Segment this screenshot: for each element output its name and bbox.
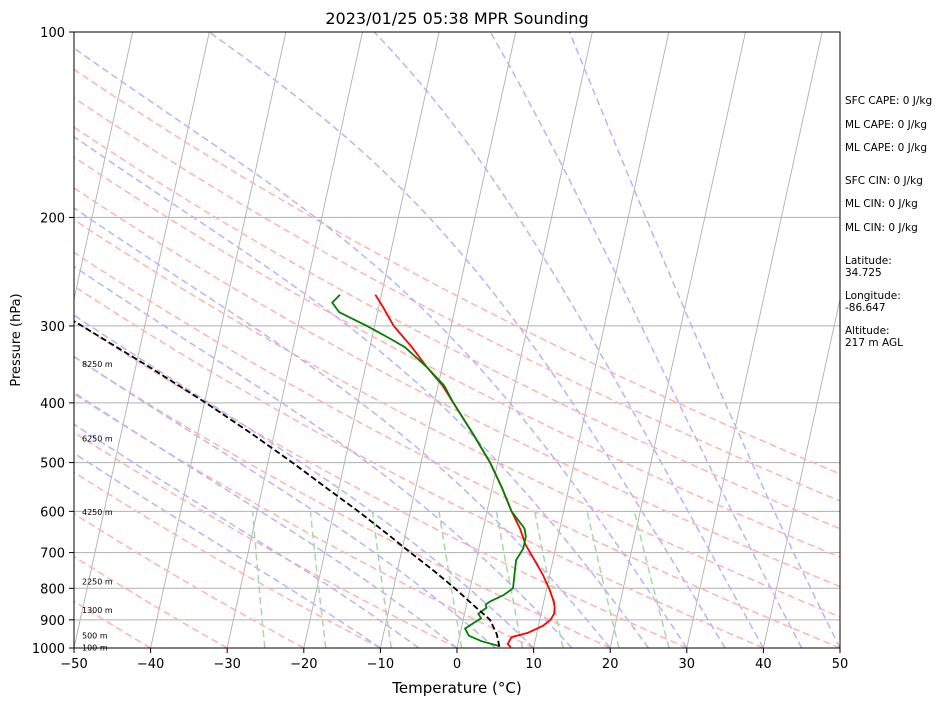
sfc-cape-text: SFC CAPE: 0 J/kg (845, 95, 932, 107)
x-tick-label: −40 (137, 657, 164, 672)
height-label: 2250 m (82, 578, 113, 587)
dry-adiabat-line (0, 32, 457, 648)
height-label: 8250 m (82, 360, 113, 369)
y-tick-label: 700 (40, 547, 65, 562)
mixing-ratio-line (587, 511, 619, 648)
sfc-cin-text: SFC CIN: 0 J/kg (845, 175, 923, 187)
longitude-label: Longitude: (845, 290, 901, 302)
temperature-line (375, 295, 554, 648)
moist-adiabat-line (0, 32, 572, 648)
dry-adiabat-line (0, 32, 227, 648)
skew-t-chart: 2023/01/25 05:38 MPR Sounding 100 m500 m… (0, 0, 946, 705)
height-label: 4250 m (82, 508, 113, 517)
x-tick-label: −10 (367, 657, 394, 672)
x-axis-label: Temperature (°C) (391, 679, 521, 697)
dewpoint-line (332, 295, 526, 646)
altitude-value: 217 m AGL (845, 337, 903, 349)
x-axis: −50 −40 −30 −20 −10 0 10 20 30 40 50 (60, 648, 848, 672)
moist-adiabat-line (51, 32, 687, 648)
x-tick-label: 0 (453, 657, 461, 672)
isotherm-line (610, 32, 745, 648)
y-tick-label: 100 (40, 26, 65, 41)
latitude-value: 34.725 (845, 267, 882, 279)
y-tick-label: 1000 (32, 642, 65, 657)
dry-adiabat-line (0, 32, 917, 648)
ml-cin-text-2: ML CIN: 0 J/kg (845, 222, 918, 234)
y-tick-label: 800 (40, 582, 65, 597)
moist-adiabat-line (490, 32, 801, 648)
moist-adiabat-line (0, 32, 457, 648)
x-tick-label: 20 (602, 657, 619, 672)
y-axis: 1000 900 800 700 600 500 400 300 200 100 (32, 26, 74, 657)
dry-adiabat-line (0, 32, 687, 648)
x-tick-label: −30 (213, 657, 240, 672)
isotherm-line (380, 32, 515, 648)
moist-adiabat-line (569, 32, 840, 648)
chart-title: 2023/01/25 05:38 MPR Sounding (325, 9, 588, 28)
parcel-line (29, 295, 499, 647)
height-label: 1300 m (82, 606, 113, 615)
y-tick-label: 300 (40, 320, 65, 335)
altitude-label: Altitude: (845, 325, 890, 337)
background-lines (0, 32, 946, 648)
y-tick-label: 500 (40, 457, 65, 472)
y-tick-label: 400 (40, 397, 65, 412)
moist-adiabat-line (374, 32, 763, 648)
latitude-label: Latitude: (845, 255, 892, 267)
ml-cape-text-2: ML CAPE: 0 J/kg (845, 142, 927, 154)
y-axis-label: Pressure (hPa) (9, 293, 24, 386)
ml-cape-text: ML CAPE: 0 J/kg (845, 119, 927, 131)
height-label: 6250 m (82, 435, 113, 444)
x-tick-label: −20 (290, 657, 317, 672)
y-tick-label: 900 (40, 614, 65, 629)
x-tick-label: −50 (60, 657, 87, 672)
x-tick-label: 40 (755, 657, 772, 672)
dry-adiabat-line (20, 32, 946, 648)
x-tick-label: 10 (525, 657, 542, 672)
mixing-ratio-line (372, 511, 391, 648)
isotherm-line (74, 32, 209, 648)
x-tick-label: 50 (832, 657, 849, 672)
isotherm-line (151, 32, 286, 648)
isotherm-line (457, 32, 592, 648)
y-tick-label: 600 (40, 505, 65, 520)
mixing-ratio-line (634, 511, 669, 648)
x-tick-label: 30 (679, 657, 696, 672)
ml-cin-text: ML CIN: 0 J/kg (845, 198, 918, 210)
y-tick-label: 200 (40, 211, 65, 226)
isotherm-line (227, 32, 362, 648)
longitude-value: -86.647 (845, 302, 886, 314)
height-label: 500 m (82, 632, 108, 641)
